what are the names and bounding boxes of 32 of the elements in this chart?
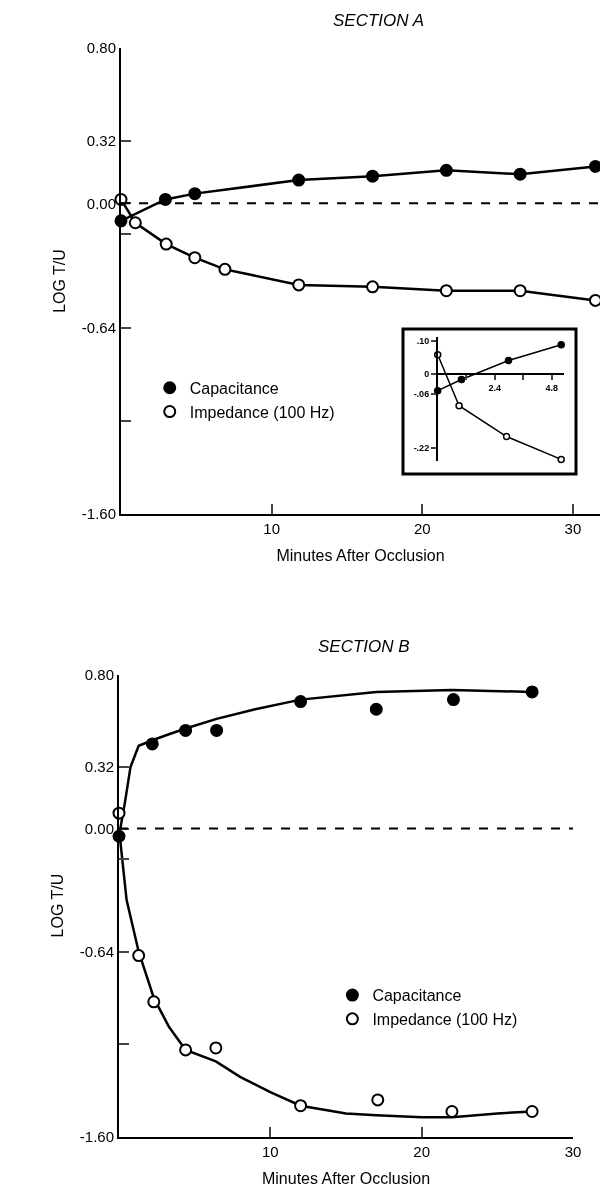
x-tick-label: 10 — [263, 520, 280, 537]
legend-label: Capacitance — [372, 987, 462, 1005]
y-axis-title: LOG T/U — [51, 249, 69, 313]
legend-label: Impedance (100 Hz) — [189, 403, 335, 421]
chart-title: SECTION B — [318, 637, 410, 656]
y-tick-label: 0 — [424, 369, 430, 380]
y-tick-label: .10 — [416, 335, 430, 346]
x-tick-label: 20 — [413, 1142, 431, 1160]
x-axis-title: Minutes After Occlusion — [261, 1169, 431, 1187]
x-tick-label: 2.4 — [488, 382, 501, 393]
y-tick-label: -0.64 — [79, 942, 114, 960]
x-tick-label: 30 — [564, 520, 582, 537]
y-tick-label: 0.00 — [84, 819, 114, 837]
x-tick-label: 20 — [413, 520, 431, 537]
y-tick-label: -1.60 — [81, 505, 116, 523]
y-tick-label: -.06 — [413, 389, 430, 400]
x-tick-label: 4.8 — [545, 382, 558, 393]
y-tick-label: -1.60 — [79, 1127, 114, 1145]
y-tick-label: 0.32 — [86, 132, 116, 150]
y-tick-label: -.22 — [413, 443, 430, 454]
chart-title: SECTION A — [333, 11, 424, 30]
y-tick-label: 0.80 — [84, 665, 114, 683]
y-axis-title: LOG T/U — [49, 873, 67, 938]
y-tick-label: 0.80 — [86, 39, 116, 57]
y-tick-label: -0.64 — [81, 318, 116, 336]
x-tick-label: 10 — [261, 1142, 279, 1160]
x-axis-title: Minutes After Occlusion — [276, 547, 445, 565]
x-tick-label: 30 — [564, 1142, 582, 1160]
legend-label: Impedance (100 Hz) — [372, 1011, 518, 1029]
y-tick-label: 0.32 — [84, 758, 114, 776]
y-tick-label: 0.00 — [86, 194, 116, 212]
legend-label: Capacitance — [189, 379, 279, 397]
